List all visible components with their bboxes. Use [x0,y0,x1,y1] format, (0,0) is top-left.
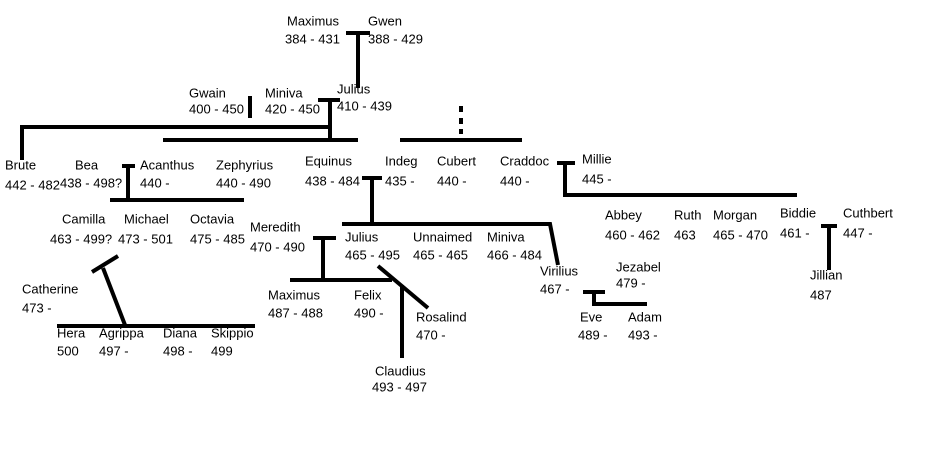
person-name: Bea [75,158,99,173]
person-name: Meredith [250,220,301,235]
person-name: Octavia [190,212,235,227]
person-dates: 384 - 431 [285,32,340,47]
person-name: Gwain [189,86,226,101]
person-name: Jillian [810,268,843,283]
person-dates: 487 - 488 [268,306,323,321]
person-dates: 410 - 439 [337,99,392,114]
person-dates: 420 - 450 [265,102,320,117]
person-dates: 447 - [843,226,873,241]
person-dates: 440 - [437,174,467,189]
person-name: Brute [5,158,36,173]
person-dates: 487 [810,288,832,303]
person-dates: 473 - 501 [118,232,173,247]
person-name: Biddie [780,206,816,221]
person-name: Diana [163,326,198,341]
person-name: Rosalind [416,310,467,325]
person-name: Miniva [487,230,525,245]
person-dates: 465 - 465 [413,248,468,263]
person-name: Virilius [540,264,579,279]
person-dates: 490 - [354,306,384,321]
person-dates: 440 - [500,174,530,189]
person-name: Millie [582,152,612,167]
person-name: Maximus [287,14,340,29]
connectors [20,31,837,358]
person-name: Ruth [674,208,701,223]
person-dates: 470 - 490 [250,240,305,255]
person-dates: 445 - [582,172,612,187]
person-dates: 497 - [99,344,129,359]
person-name: Michael [124,212,169,227]
person-name: Jezabel [616,260,661,275]
person-dates: 479 - [616,276,646,291]
person-dates: 438 - 484 [305,174,360,189]
person-dates: 465 - 470 [713,228,768,243]
person-name: Claudius [375,364,426,379]
person-dates: 466 - 484 [487,248,542,263]
person-name: Eve [580,310,602,325]
person-name: Catherine [22,282,78,297]
person-dates: 400 - 450 [189,102,244,117]
person-name: Adam [628,310,662,325]
person-dates: 463 - 499? [50,232,112,247]
person-dates: 435 - [385,174,415,189]
person-name: Equinus [305,154,352,169]
person-name: Craddoc [500,154,550,169]
person-name: Camilla [62,212,106,227]
person-dates: 461 - [780,226,810,241]
person-name: Agrippa [99,326,145,341]
person-dates: 498 - [163,344,193,359]
person-name: Maximus [268,288,321,303]
person-dates: 499 [211,344,233,359]
person-dates: 438 - 498? [60,176,122,191]
person-name: Gwen [368,14,402,29]
person-name: Zephyrius [216,158,274,173]
person-dates: 460 - 462 [605,228,660,243]
person-dates: 388 - 429 [368,32,423,47]
person-name: Morgan [713,208,757,223]
person-dates: 442 - 482 [5,178,60,193]
person-name: Indeg [385,154,418,169]
person-name: Julius [337,82,371,97]
person-dates: 489 - [578,328,608,343]
person-name: Julius [345,230,379,245]
person-dates: 473 - [22,301,52,316]
person-name: Hera [57,326,86,341]
person-name: Cuthbert [843,206,893,221]
person-dates: 475 - 485 [190,232,245,247]
person-dates: 500 [57,344,79,359]
person-name: Miniva [265,86,303,101]
person-name: Felix [354,288,382,303]
person-name: Unnaimed [413,230,472,245]
person-dates: 440 - 490 [216,176,271,191]
person-name: Skippio [211,326,254,341]
person-dates: 470 - [416,328,446,343]
person-dates: 493 - [628,328,658,343]
person-dates: 465 - 495 [345,248,400,263]
person-dates: 440 - [140,176,170,191]
person-name: Cubert [437,154,476,169]
person-name: Acanthus [140,158,195,173]
person-dates: 493 - 497 [372,380,427,395]
person-dates: 463 [674,228,696,243]
person-dates: 467 - [540,282,570,297]
person-name: Abbey [605,208,642,223]
